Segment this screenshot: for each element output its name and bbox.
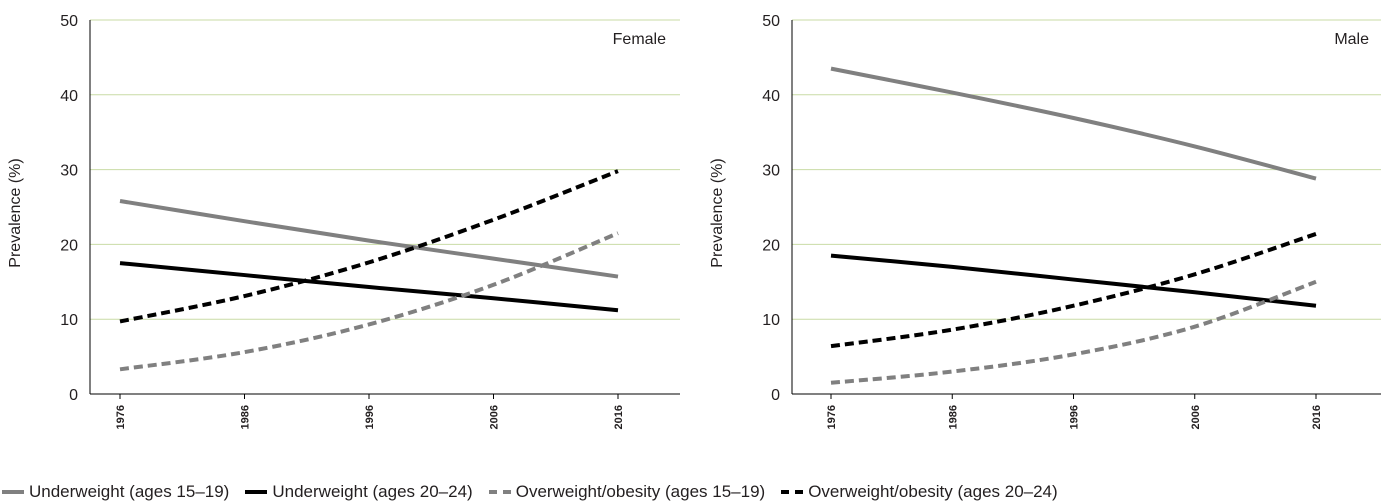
y-tick-label: 30 <box>762 163 780 180</box>
chart-panel-male: 0 10 20 30 40 50 1976 1986 1996 2006 2016 Prevalenc… <box>709 13 1381 429</box>
legend-item: Overweight/obesity (ages 20–24) <box>781 482 1058 502</box>
series-line-0 <box>830 66 1317 181</box>
series-line-1 <box>119 261 619 313</box>
legend-item: Underweight (ages 20–24) <box>245 482 473 502</box>
series-line-3 <box>119 169 619 324</box>
x-tick-label: 1996 <box>1069 405 1081 429</box>
series-line-0 <box>119 199 619 279</box>
legend-swatch <box>245 490 268 494</box>
legend-label: Overweight/obesity (ages 20–24) <box>808 482 1058 501</box>
legend-swatch <box>488 490 511 494</box>
y-axis-label: Prevalence (%) <box>709 158 726 267</box>
y-tick-label: 20 <box>60 237 78 254</box>
legend-item: Overweight/obesity (ages 15–19) <box>488 482 766 502</box>
x-tick-label: 2006 <box>489 405 501 429</box>
panel-title: Female <box>613 31 666 48</box>
x-tick-label: 1986 <box>947 405 959 429</box>
y-tick-label: 10 <box>60 312 78 329</box>
panel-title: Male <box>1334 31 1369 48</box>
y-tick-label: 40 <box>60 88 78 105</box>
legend-item: Underweight (ages 15–19) <box>2 482 229 502</box>
chart-panel-female: 0 10 20 30 40 50 1976 1986 1996 2006 2016 Prevalenc… <box>7 13 680 429</box>
legend-label: Underweight (ages 20–24) <box>272 482 473 501</box>
series-line-2 <box>119 231 619 372</box>
series-line-3 <box>830 232 1317 349</box>
x-tick-label: 1976 <box>826 405 838 429</box>
y-tick-label: 0 <box>771 387 780 404</box>
x-tick-label: 1976 <box>115 405 127 429</box>
y-axis-label: Prevalence (%) <box>7 158 24 267</box>
x-tick-label: 2006 <box>1190 405 1202 429</box>
legend-label: Underweight (ages 15–19) <box>29 482 230 501</box>
legend-swatch <box>2 490 24 494</box>
x-tick-label: 2016 <box>1311 405 1323 429</box>
y-tick-label: 20 <box>762 237 780 254</box>
x-tick-label: 2016 <box>613 405 625 429</box>
series-line-1 <box>830 253 1317 308</box>
y-tick-label: 40 <box>762 88 780 105</box>
legend-swatch <box>781 490 804 494</box>
x-tick-label: 1986 <box>240 405 252 429</box>
y-tick-label: 30 <box>60 163 78 180</box>
legend-label: Overweight/obesity (ages 15–19) <box>515 482 766 501</box>
y-tick-label: 0 <box>69 387 78 404</box>
chart-area: 0 10 20 30 40 50 1976 1986 1996 2006 2016 Prevalenc… <box>7 13 1381 429</box>
y-tick-label: 50 <box>60 13 78 30</box>
y-tick-label: 50 <box>762 13 780 30</box>
legend: Underweight (ages 15–19) Underweight (ag… <box>0 480 1381 504</box>
x-tick-label: 1996 <box>364 405 376 429</box>
y-tick-label: 10 <box>762 312 780 329</box>
series-line-2 <box>830 279 1317 385</box>
